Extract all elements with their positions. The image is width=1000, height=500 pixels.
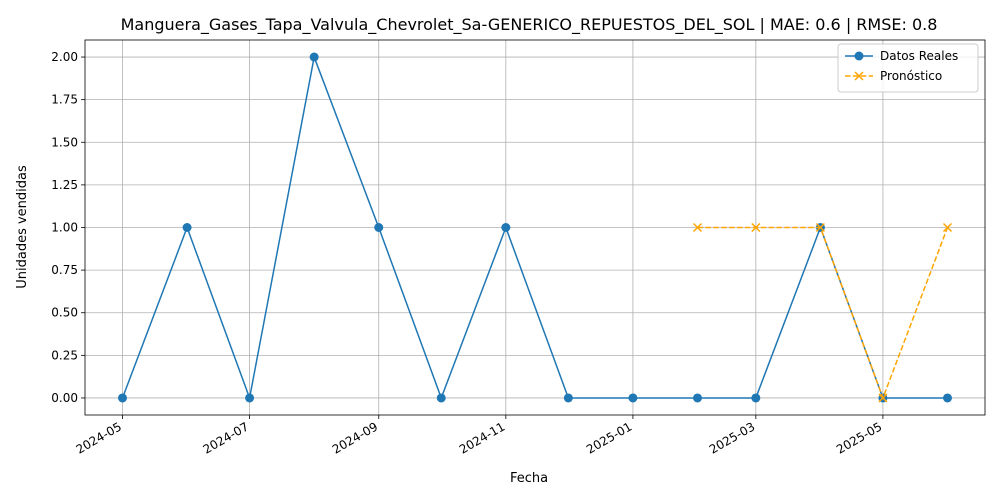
grid (85, 40, 985, 415)
x-tick-label: 2024-11 (457, 419, 507, 456)
data-point-real (309, 52, 319, 62)
legend-label-forecast: Pronóstico (880, 69, 942, 83)
legend: Datos Reales Pronóstico (837, 43, 979, 93)
legend-marker-real (854, 51, 864, 61)
x-tick-label: 2025-05 (834, 419, 884, 456)
data-point-real (436, 393, 446, 403)
x-axis-label: Fecha (510, 471, 548, 486)
data-point-real (245, 393, 255, 403)
series-group (118, 52, 953, 403)
data-point-real (751, 393, 761, 403)
chart-title: Manguera_Gases_Tapa_Valvula_Chevrolet_Sa… (121, 15, 938, 35)
legend-label-real: Datos Reales (880, 49, 958, 63)
data-point-forecast (878, 393, 888, 403)
data-point-real (374, 223, 384, 232)
y-tick-label: 0.50 (51, 306, 78, 320)
data-point-real (628, 393, 638, 403)
data-point-forecast (751, 222, 761, 233)
data-point-forecast (692, 222, 703, 233)
data-point-forecast (942, 222, 953, 233)
data-point-forecast (815, 222, 825, 233)
y-tick-label: 2.00 (51, 50, 78, 64)
data-point-real (943, 393, 952, 403)
data-point-real (563, 393, 573, 403)
x-tick-label: 2024-07 (201, 419, 251, 456)
y-tick-label: 1.75 (51, 93, 78, 107)
y-axis-label: Unidades vendidas (15, 165, 30, 289)
data-point-real (182, 223, 192, 232)
legend-marker-forecast (854, 71, 864, 81)
data-point-real (693, 393, 702, 403)
y-tick-label: 1.50 (51, 135, 78, 149)
x-tick-label: 2025-03 (707, 419, 757, 456)
y-tick-label: 0.75 (51, 263, 78, 277)
series-line-real (121, 56, 948, 399)
data-point-real (118, 393, 127, 403)
y-tick-label: 1.25 (51, 178, 78, 192)
y-tick-label: 0.00 (51, 391, 78, 405)
y-tick-label: 1.00 (51, 221, 78, 235)
y-tick-label: 0.25 (51, 348, 78, 362)
data-point-real (501, 223, 511, 232)
x-tick-label: 2024-05 (74, 419, 124, 456)
x-tick-label: 2025-01 (584, 419, 634, 456)
x-tick-label: 2024-09 (330, 419, 380, 456)
